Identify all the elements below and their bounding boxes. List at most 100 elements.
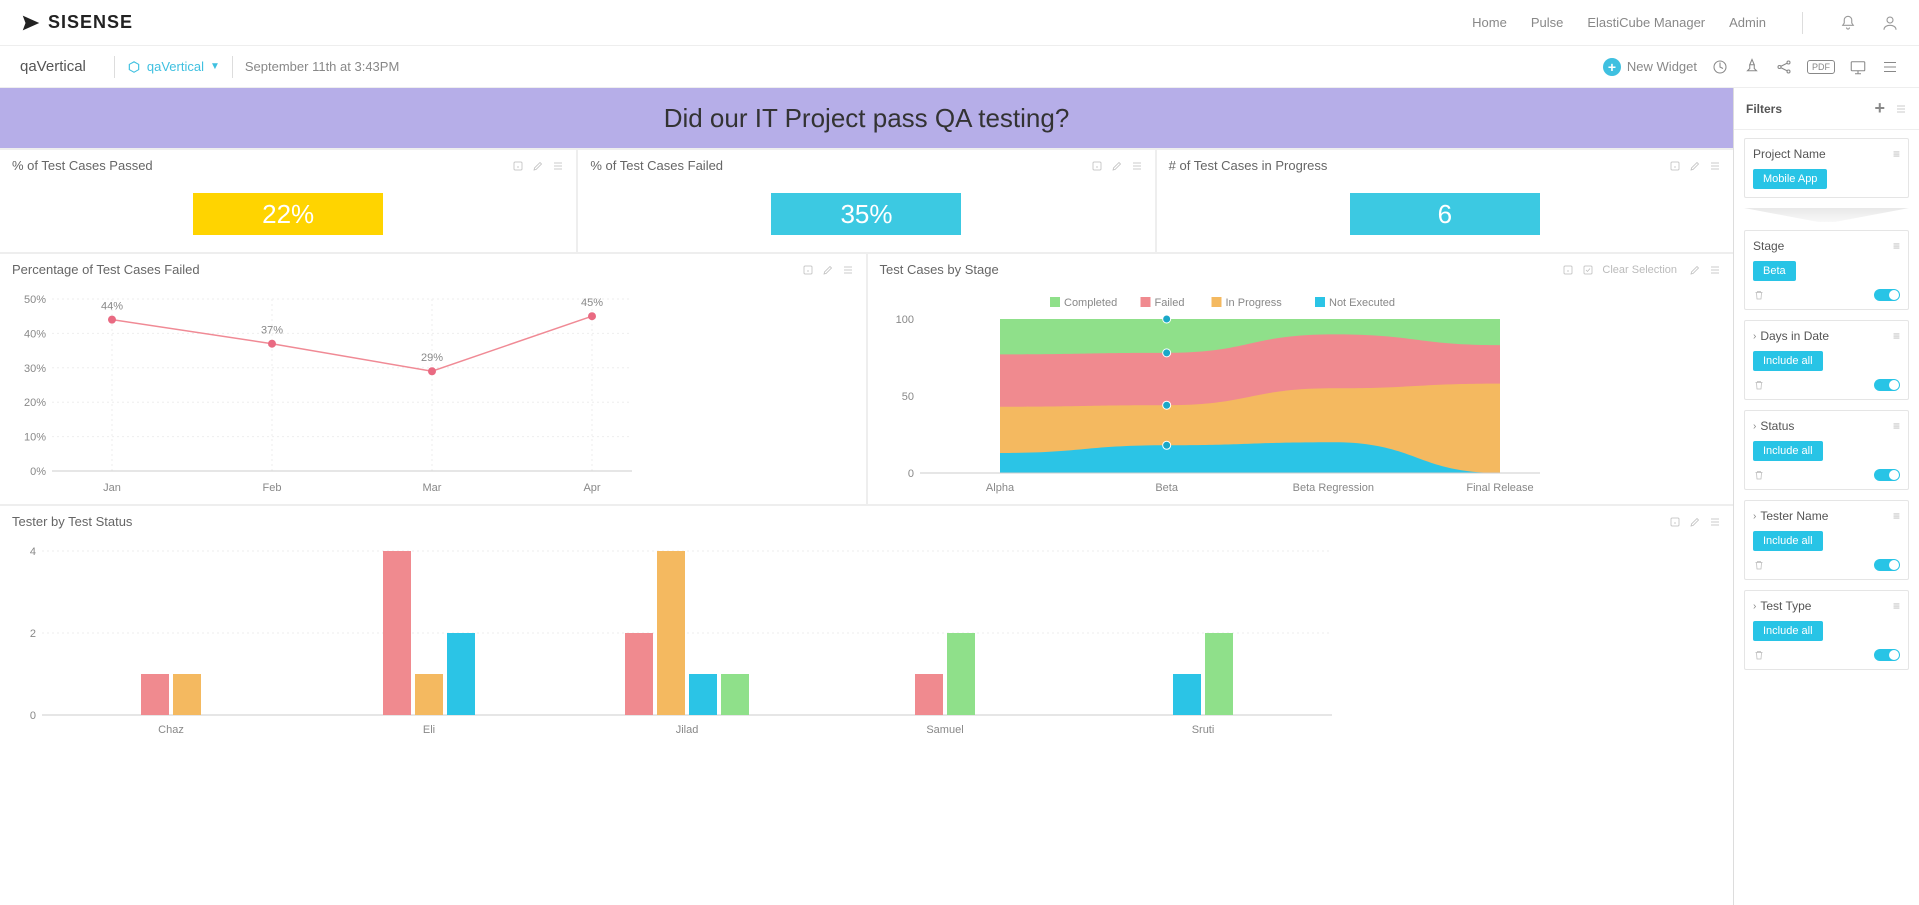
menu-icon[interactable] — [1131, 160, 1143, 172]
kpi-inprogress-title: # of Test Cases in Progress — [1169, 158, 1669, 173]
filter-chip[interactable]: Beta — [1753, 261, 1796, 281]
kpi-failed-value: 35% — [771, 193, 961, 235]
svg-text:10%: 10% — [24, 432, 46, 444]
info-icon[interactable] — [802, 264, 814, 276]
filter-chip[interactable]: Mobile App — [1753, 169, 1827, 189]
share-icon[interactable] — [1775, 58, 1793, 76]
filter-menu-icon[interactable]: ≡ — [1893, 147, 1900, 161]
svg-text:50: 50 — [901, 391, 913, 403]
menu-icon[interactable] — [1881, 58, 1899, 76]
svg-text:44%: 44% — [101, 301, 123, 313]
caret-icon: › — [1753, 421, 1756, 432]
toggle-switch[interactable] — [1874, 379, 1900, 391]
svg-text:0: 0 — [30, 710, 36, 722]
pencil-icon[interactable] — [1689, 160, 1701, 172]
svg-text:Sruti: Sruti — [1192, 724, 1215, 736]
caret-icon: › — [1753, 511, 1756, 522]
svg-text:Beta Regression: Beta Regression — [1292, 482, 1373, 494]
filter-label[interactable]: › Test Type — [1753, 599, 1900, 613]
menu-icon[interactable] — [1709, 264, 1721, 276]
pdf-button[interactable]: PDF — [1807, 60, 1835, 74]
svg-text:100: 100 — [895, 314, 913, 326]
chevron-down-icon: ▼ — [210, 61, 220, 72]
menu-icon[interactable] — [842, 264, 854, 276]
info-icon[interactable] — [1091, 160, 1103, 172]
toggle-switch[interactable] — [1874, 469, 1900, 481]
svg-text:Alpha: Alpha — [985, 482, 1014, 494]
nav-pulse[interactable]: Pulse — [1531, 15, 1564, 30]
monitor-icon[interactable] — [1849, 58, 1867, 76]
pencil-icon[interactable] — [1111, 160, 1123, 172]
bell-icon[interactable] — [1839, 14, 1857, 32]
filter-wedge — [1744, 208, 1909, 222]
pin-icon[interactable] — [1743, 58, 1761, 76]
svg-text:Samuel: Samuel — [926, 724, 963, 736]
nav-home[interactable]: Home — [1472, 15, 1507, 30]
plus-icon: + — [1603, 58, 1621, 76]
filter-chip[interactable]: Include all — [1753, 351, 1823, 371]
filter-label[interactable]: › Days in Date — [1753, 329, 1900, 343]
filter-chip[interactable]: Include all — [1753, 441, 1823, 461]
filter-chip[interactable]: Include all — [1753, 531, 1823, 551]
info-icon[interactable] — [1669, 516, 1681, 528]
trash-icon[interactable] — [1753, 469, 1765, 481]
svg-text:Not Executed: Not Executed — [1329, 297, 1395, 309]
svg-text:Apr: Apr — [583, 482, 600, 494]
menu-icon[interactable] — [552, 160, 564, 172]
caret-icon: › — [1753, 331, 1756, 342]
svg-text:Mar: Mar — [423, 482, 442, 494]
filters-title: Filters — [1746, 102, 1782, 116]
filter-chip[interactable]: Include all — [1753, 621, 1823, 641]
cube-selector[interactable]: qaVertical ▼ — [127, 59, 220, 74]
trash-icon[interactable] — [1753, 289, 1765, 301]
toggle-switch[interactable] — [1874, 649, 1900, 661]
toggle-switch[interactable] — [1874, 289, 1900, 301]
bar-chart: 024ChazEliJiladSamuelSruti — [12, 541, 1352, 741]
info-icon[interactable] — [512, 160, 524, 172]
filter-menu-icon[interactable]: ≡ — [1893, 599, 1900, 613]
svg-text:Failed: Failed — [1154, 297, 1184, 309]
menu-icon[interactable] — [1709, 160, 1721, 172]
filter-menu-icon[interactable]: ≡ — [1893, 509, 1900, 523]
add-filter-icon[interactable]: + — [1874, 98, 1885, 119]
info-icon[interactable] — [1562, 264, 1574, 276]
check-icon[interactable] — [1582, 264, 1594, 276]
info-icon[interactable] — [1669, 160, 1681, 172]
svg-text:Jan: Jan — [103, 482, 121, 494]
filter-menu-icon[interactable]: ≡ — [1893, 239, 1900, 253]
trash-icon[interactable] — [1753, 559, 1765, 571]
filter-menu-icon[interactable]: ≡ — [1893, 419, 1900, 433]
refresh-icon[interactable] — [1711, 58, 1729, 76]
nav-links: Home Pulse ElastiCube Manager Admin — [1472, 12, 1899, 34]
kpi-inprogress-value: 6 — [1350, 193, 1540, 235]
kpi-inprogress: # of Test Cases in Progress 6 — [1157, 150, 1733, 252]
banner: Did our IT Project pass QA testing? — [0, 88, 1733, 148]
filters-menu-icon[interactable] — [1895, 103, 1907, 115]
pencil-icon[interactable] — [1689, 264, 1701, 276]
pencil-icon[interactable] — [1689, 516, 1701, 528]
svg-text:Completed: Completed — [1064, 297, 1117, 309]
menu-icon[interactable] — [1709, 516, 1721, 528]
filter-group: › Test Type ≡ Include all — [1744, 590, 1909, 670]
filter-menu-icon[interactable]: ≡ — [1893, 329, 1900, 343]
nav-elasticube[interactable]: ElastiCube Manager — [1587, 15, 1705, 30]
new-widget-button[interactable]: + New Widget — [1603, 58, 1697, 76]
toggle-switch[interactable] — [1874, 559, 1900, 571]
svg-text:37%: 37% — [261, 325, 283, 337]
svg-text:45%: 45% — [581, 297, 603, 309]
clear-selection[interactable]: Clear Selection — [1602, 264, 1677, 276]
trash-icon[interactable] — [1753, 379, 1765, 391]
filter-label[interactable]: › Tester Name — [1753, 509, 1900, 523]
filter-label[interactable]: Stage — [1753, 239, 1900, 253]
trash-icon[interactable] — [1753, 649, 1765, 661]
top-nav: SISENSE Home Pulse ElastiCube Manager Ad… — [0, 0, 1919, 46]
filter-label[interactable]: › Status — [1753, 419, 1900, 433]
user-icon[interactable] — [1881, 14, 1899, 32]
timestamp: September 11th at 3:43PM — [245, 59, 399, 74]
filter-label[interactable]: Project Name — [1753, 147, 1900, 161]
kpi-failed-title: % of Test Cases Failed — [590, 158, 1090, 173]
pencil-icon[interactable] — [822, 264, 834, 276]
nav-admin[interactable]: Admin — [1729, 15, 1766, 30]
pencil-icon[interactable] — [532, 160, 544, 172]
line-chart: 0%10%20%30%40%50%JanFebMarApr44%37%29%45… — [12, 289, 652, 499]
